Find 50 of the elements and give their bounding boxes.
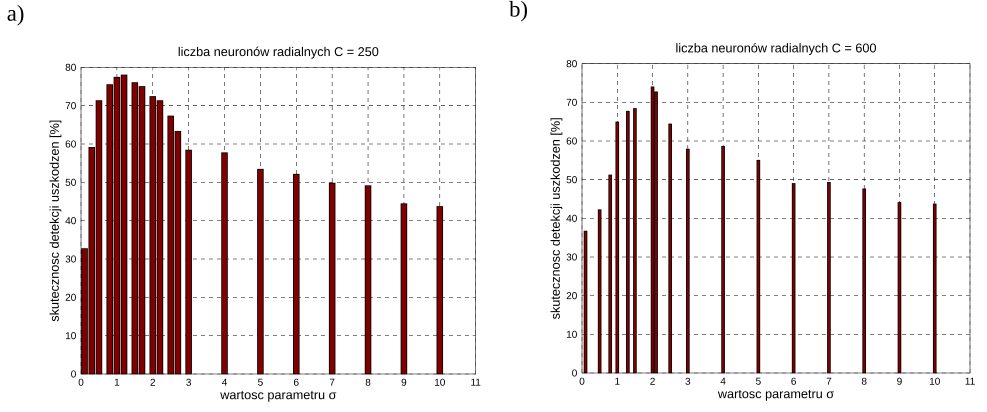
y-tick-label: 30	[566, 253, 577, 261]
x-tick-label: 1	[114, 378, 120, 386]
chart-title: liczba neuronów radialnych C = 250	[178, 46, 378, 59]
x-tick-label: 0	[580, 378, 584, 385]
x-tick-label: 9	[402, 378, 406, 386]
y-tick-label: 70	[566, 98, 577, 106]
x-tick-label: 1	[615, 378, 620, 385]
x-tick-label: 0	[78, 378, 84, 386]
x-tick-label: 7	[330, 378, 334, 386]
x-tick-label: 2	[150, 378, 156, 386]
text: b)	[509, 0, 527, 22]
y-tick-label: 60	[566, 137, 577, 145]
x-tick-label: 10	[434, 378, 445, 386]
x-tick-label: 8	[862, 378, 867, 385]
x-tick-label: 8	[366, 378, 370, 386]
x-tick-label: 5	[258, 378, 263, 386]
x-tick-label: 5	[756, 378, 761, 385]
y-tick-label: 40	[65, 217, 76, 224]
x-tick-label: 4	[720, 378, 726, 385]
y-axis-title: skutecznosc detekcji uszkodzen [%]	[50, 120, 62, 322]
x-tick-label: 10	[930, 378, 940, 385]
y-tick-label: 80	[66, 64, 76, 71]
y-tick-label: 20	[66, 294, 76, 301]
y-tick-label: 50	[66, 178, 76, 186]
x-tick-label: 7	[826, 378, 832, 385]
y-axis-title: skutecznosc detekcji uszkodzen [%]	[550, 118, 562, 320]
x-axis-title: wartosc parametru σ	[220, 390, 336, 402]
x-tick-label: 11	[966, 378, 975, 385]
y-tick-label: 10	[566, 330, 577, 338]
y-tick-label: 0	[71, 370, 76, 378]
y-tick-label: 30	[66, 255, 76, 263]
chart-title: liczba neuronów radialnych C = 600	[676, 43, 876, 55]
x-tick-label: 9	[897, 378, 902, 385]
x-tick-label: 11	[471, 378, 480, 386]
x-tick-label: 6	[294, 378, 299, 386]
y-tick-label: 40	[566, 214, 577, 222]
y-tick-label: 60	[66, 140, 76, 148]
y-tick-label: 20	[566, 292, 577, 300]
x-tick-label: 3	[685, 378, 690, 385]
text: a)	[8, 4, 24, 26]
x-axis-title: wartosc parametru σ	[718, 390, 834, 401]
x-tick-label: 4	[222, 378, 228, 386]
x-tick-label: 6	[791, 378, 796, 385]
y-tick-label: 50	[566, 176, 577, 184]
y-tick-label: 0	[572, 369, 577, 377]
x-tick-label: 3	[186, 378, 191, 386]
y-tick-label: 10	[66, 332, 76, 340]
y-tick-label: 70	[66, 102, 76, 110]
x-tick-label: 2	[650, 378, 655, 385]
y-tick-label: 80	[566, 60, 577, 68]
